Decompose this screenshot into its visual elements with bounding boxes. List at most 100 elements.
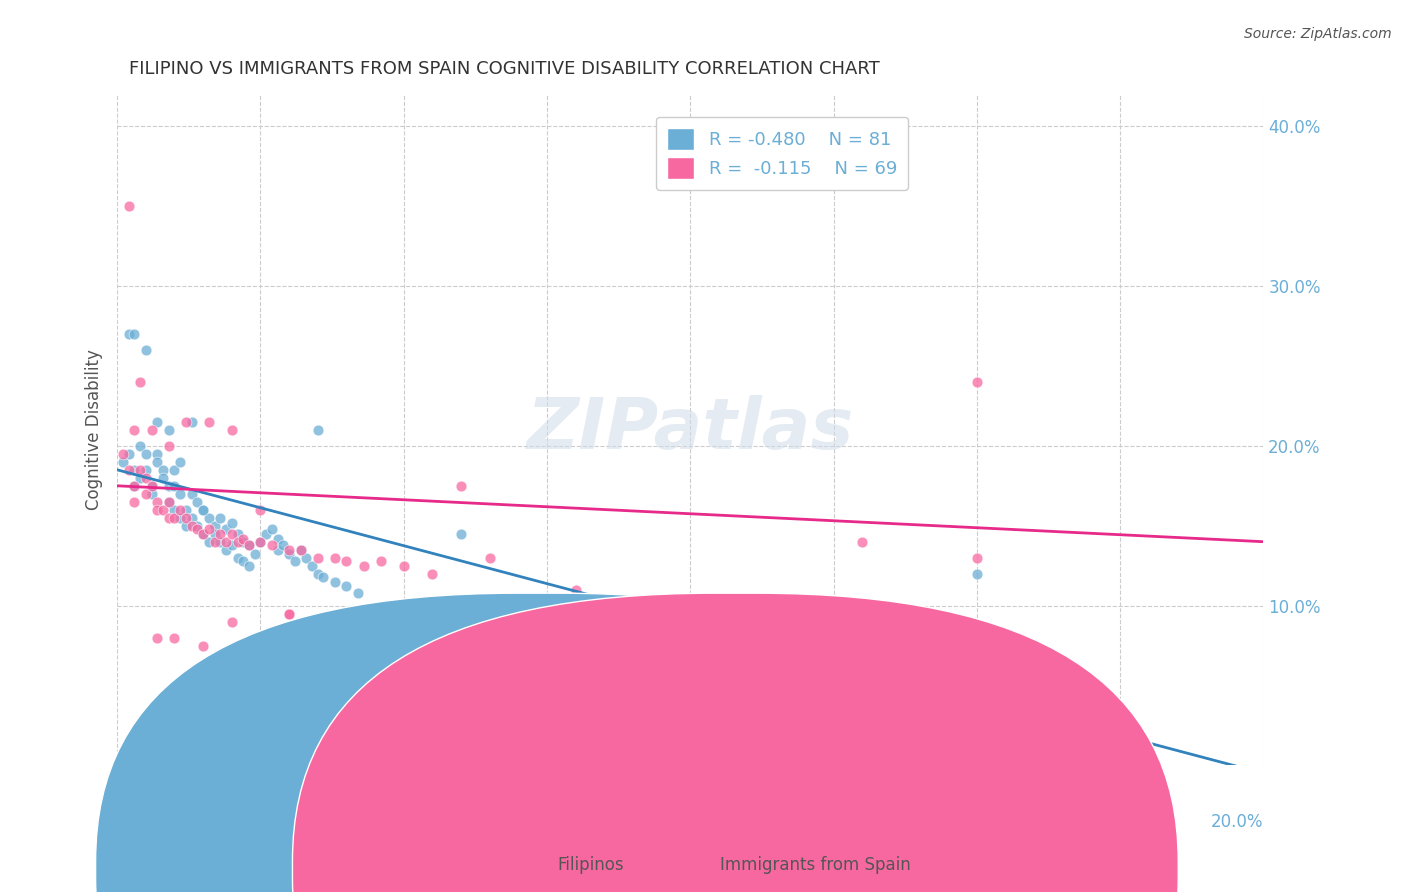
Point [180, 487, 202, 501]
Point [392, 607, 415, 621]
Point [186, 518, 208, 533]
Point [221, 423, 243, 437]
Point [508, 599, 530, 613]
Point [174, 518, 197, 533]
Text: FILIPINO VS IMMIGRANTS FROM SPAIN COGNITIVE DISABILITY CORRELATION CHART: FILIPINO VS IMMIGRANTS FROM SPAIN COGNIT… [129, 60, 879, 78]
Point [260, 538, 283, 552]
Point [508, 639, 530, 653]
Point [323, 574, 346, 589]
Point [209, 534, 232, 549]
Point [111, 447, 134, 461]
Point [966, 550, 988, 565]
Point [191, 502, 214, 516]
Point [232, 534, 254, 549]
Point [191, 502, 214, 516]
Point [141, 423, 163, 437]
Point [124, 495, 146, 509]
Point [347, 586, 370, 600]
Point [335, 579, 357, 593]
Point [307, 566, 329, 581]
Point [249, 534, 271, 549]
Point [450, 623, 472, 637]
Point [157, 423, 180, 437]
Point [204, 518, 226, 533]
Point [215, 522, 238, 536]
Point [232, 554, 254, 568]
Point [180, 518, 202, 533]
Point [450, 526, 472, 541]
Point [191, 526, 214, 541]
Point [478, 631, 501, 645]
Point [146, 502, 169, 516]
Point [186, 495, 208, 509]
Point [221, 615, 243, 629]
Point [152, 471, 174, 485]
Y-axis label: Cognitive Disability: Cognitive Disability [86, 350, 103, 510]
Point [157, 495, 180, 509]
Point [163, 502, 186, 516]
Point [146, 495, 169, 509]
Point [135, 343, 157, 357]
Point [129, 463, 152, 477]
Point [180, 510, 202, 524]
Point [226, 526, 249, 541]
Point [307, 423, 329, 437]
Point [793, 617, 815, 632]
Point [157, 479, 180, 493]
Point [141, 479, 163, 493]
Point [238, 538, 260, 552]
Point [422, 566, 444, 581]
Point [301, 558, 323, 573]
Text: 0.0%: 0.0% [117, 814, 159, 831]
Point [450, 623, 472, 637]
Point [191, 639, 214, 653]
Point [141, 479, 163, 493]
Point [174, 510, 197, 524]
Point [226, 550, 249, 565]
Point [141, 487, 163, 501]
Point [157, 510, 180, 524]
Point [163, 463, 186, 477]
Point [169, 510, 191, 524]
Point [621, 607, 644, 621]
Point [353, 558, 375, 573]
Point [174, 502, 197, 516]
Point [221, 538, 243, 552]
Point [266, 532, 288, 546]
Point [249, 502, 271, 516]
Point [163, 510, 186, 524]
Point [359, 607, 381, 621]
Point [118, 199, 141, 213]
Point [679, 655, 702, 669]
Point [152, 502, 174, 516]
Point [118, 326, 141, 341]
Point [118, 447, 141, 461]
Point [564, 639, 586, 653]
Point [215, 534, 238, 549]
Point [124, 479, 146, 493]
Legend: R = -0.480    N = 81, R =  -0.115    N = 69: R = -0.480 N = 81, R = -0.115 N = 69 [657, 117, 908, 190]
Point [278, 542, 301, 557]
Point [564, 655, 586, 669]
Point [966, 566, 988, 581]
Text: Immigrants from Spain: Immigrants from Spain [720, 856, 911, 874]
Point [204, 534, 226, 549]
Point [124, 326, 146, 341]
Point [335, 607, 357, 621]
Point [135, 463, 157, 477]
Point [238, 558, 260, 573]
Point [249, 534, 271, 549]
Point [135, 471, 157, 485]
Point [238, 538, 260, 552]
Point [186, 522, 208, 536]
Point [163, 631, 186, 645]
Point [204, 526, 226, 541]
Point [129, 471, 152, 485]
Point [180, 415, 202, 429]
Point [966, 375, 988, 389]
Point [135, 447, 157, 461]
Point [422, 615, 444, 629]
Point [323, 550, 346, 565]
Point [118, 463, 141, 477]
Point [198, 534, 221, 549]
